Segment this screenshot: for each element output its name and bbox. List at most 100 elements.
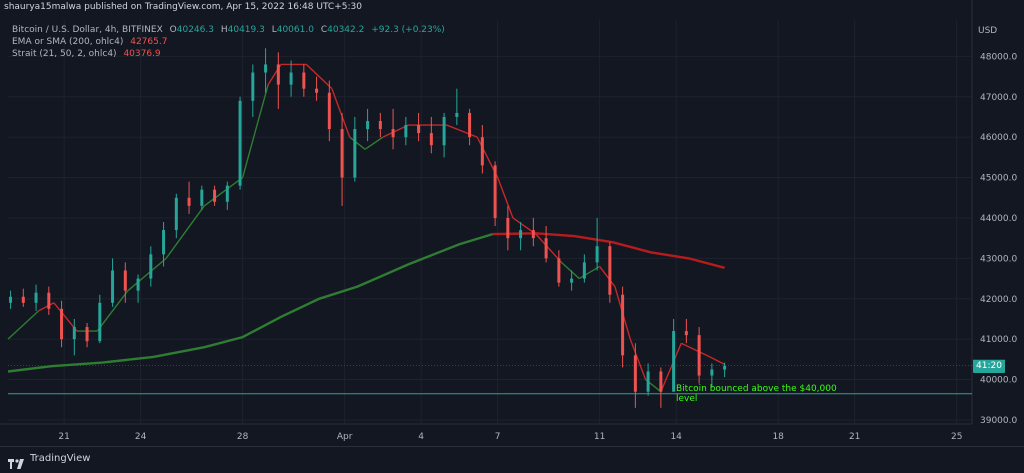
legend-high-value: 40419.3 [227, 25, 265, 35]
candle-body [60, 308, 64, 340]
candle-body [366, 121, 370, 130]
footer-brand[interactable]: TradingView [30, 453, 91, 464]
strait-line-segment [496, 177, 514, 219]
x-tick-label: 21 [58, 432, 69, 442]
candle-body [595, 246, 599, 263]
strait-line-segment [203, 176, 244, 207]
legend-symbol-row: Bitcoin / U.S. Dollar, 4h, BITFINEX O402… [12, 24, 445, 36]
y-tick-label: 48000.0 [980, 52, 1017, 62]
x-tick-label: 25 [951, 432, 962, 442]
candle-body [570, 278, 574, 283]
candle-body [98, 302, 102, 342]
strait-line-segment [127, 257, 167, 292]
strait-line-segment [560, 261, 580, 280]
strait-line-segment [680, 342, 708, 356]
x-tick-label: 21 [849, 432, 860, 442]
candle-body [187, 197, 191, 206]
chart-annotation: Bitcoin bounced above the $40,000 level [676, 384, 837, 404]
strait-line-segment [364, 136, 384, 150]
candle-body [327, 92, 331, 130]
candle-body [455, 112, 459, 117]
y-tick-label: 42000.0 [980, 295, 1017, 305]
candle-body [417, 125, 421, 134]
y-tick-label: 41000.0 [980, 335, 1017, 345]
candle-body [302, 72, 306, 89]
strait-line-segment [53, 302, 78, 332]
candle-body [544, 238, 548, 259]
candle-body [391, 129, 395, 138]
candle-body [684, 331, 688, 336]
candle-body [710, 369, 714, 376]
legend-change: +92.3 (+0.23%) [371, 25, 445, 35]
candle-body [633, 355, 637, 392]
legend-strait-name: Strait (21, 50, 2, ohlc4) [12, 49, 117, 59]
candle-body [519, 230, 523, 239]
candle-body [162, 230, 166, 255]
legend-ema-value: 42765.7 [130, 37, 168, 47]
y-tick-label: 40000.0 [980, 376, 1017, 386]
x-tick-label: 18 [772, 432, 784, 442]
legend-close-label: C [320, 25, 328, 35]
candle-body [404, 125, 408, 138]
y-tick-label: 47000.0 [980, 93, 1017, 103]
strait-line-segment [96, 290, 129, 332]
y-tick-label: 45000.0 [980, 174, 1017, 184]
legend-indicator-ema[interactable]: EMA or SMA (200, ohlc4) 42765.7 [12, 36, 445, 48]
strait-line-segment [535, 233, 562, 263]
candle-body [85, 327, 89, 342]
candle-body [429, 133, 433, 146]
strait-line-segment [7, 310, 40, 340]
strait-line-segment [241, 84, 269, 178]
legend-open-value: 40246.3 [176, 25, 214, 35]
footer-bar: TradingView [0, 446, 1024, 470]
strait-line-segment [382, 124, 409, 138]
strait-line-segment [446, 124, 478, 138]
candle-body [174, 197, 178, 231]
legend-low-label: L [271, 25, 277, 35]
candle-body [723, 365, 727, 370]
strait-line-segment [629, 338, 647, 380]
y-tick-label: 44000.0 [980, 214, 1017, 224]
candle-body [276, 64, 280, 85]
candle-body [531, 230, 535, 239]
candle-body [72, 327, 76, 340]
candle-body [251, 72, 255, 101]
strait-line-segment [331, 88, 351, 138]
candle-body [9, 296, 13, 303]
x-tick-label: 24 [135, 432, 147, 442]
candle-body [582, 262, 586, 279]
candle-body [608, 246, 612, 295]
candle-body [378, 121, 382, 130]
candle-body [340, 129, 344, 178]
candle-body [480, 137, 484, 166]
legend-strait-value: 40376.9 [123, 49, 161, 59]
x-tick-label: 14 [670, 432, 682, 442]
candle-body [557, 258, 561, 283]
x-tick-label: 28 [237, 432, 249, 442]
legend-close-value: 40342.2 [327, 25, 365, 35]
y-tick-label: 46000.0 [980, 133, 1017, 143]
tradingview-logo-icon[interactable] [8, 454, 24, 469]
countdown-badge: 41:20 [973, 359, 1005, 373]
legend-indicator-strait[interactable]: Strait (21, 50, 2, ohlc4) 40376.9 [12, 48, 445, 60]
candle-body [621, 294, 625, 356]
strait-line-segment [38, 302, 55, 312]
ema200-line-rising [7, 232, 493, 373]
candle-body [200, 189, 204, 206]
y-tick-label: 43000.0 [980, 254, 1017, 264]
candle-body [238, 100, 242, 186]
candle-body [47, 292, 51, 309]
strait-line-segment [349, 136, 366, 150]
candle-body [123, 270, 127, 291]
y-tick-label: 39000.0 [980, 416, 1017, 426]
candle-body [289, 72, 293, 85]
candle-body [646, 371, 650, 392]
candle-body [659, 371, 663, 392]
chart-legend: Bitcoin / U.S. Dollar, 4h, BITFINEX O402… [12, 24, 445, 60]
candle-body [21, 296, 25, 303]
legend-ema-name: EMA or SMA (200, ohlc4) [12, 37, 124, 47]
strait-line-segment [706, 354, 725, 365]
candle-body [468, 112, 472, 138]
